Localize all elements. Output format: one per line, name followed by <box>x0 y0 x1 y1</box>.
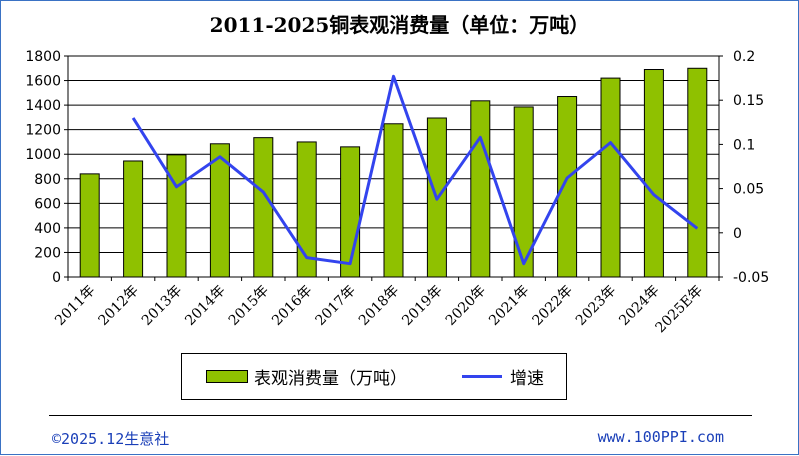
legend-label-consumption: 表观消费量（万吨） <box>254 369 407 389</box>
left-axis-tick-label: 1400 <box>25 98 61 114</box>
bar <box>296 141 317 278</box>
right-axis-tick-label: -0.05 <box>733 270 769 286</box>
left-axis: 0 200 400 600 800 1000 1200 1400 1600 1800 <box>25 49 68 286</box>
x-axis-tick-label: 2014年 <box>182 283 228 329</box>
bar <box>557 96 578 278</box>
left-axis-tick-label: 1600 <box>25 74 61 90</box>
footer-divider <box>49 415 752 416</box>
chart-title: 2011-2025铜表观消费量（单位：万吨） <box>209 13 590 37</box>
left-axis-tick-label: 1800 <box>25 49 61 65</box>
bar <box>513 106 534 278</box>
x-axis: 2011年2012年2013年2014年2015年2016年2017年2018年… <box>52 277 720 337</box>
right-axis-tick-label: 0.05 <box>733 182 764 198</box>
x-axis-tick-label: 2022年 <box>530 283 576 329</box>
left-axis-tick-label: 200 <box>34 245 61 261</box>
bar <box>253 137 274 278</box>
left-axis-tick-label: 0 <box>52 270 61 286</box>
x-axis-tick-label: 2016年 <box>269 283 315 329</box>
bar <box>123 160 144 278</box>
bar <box>687 67 708 278</box>
x-axis-tick-label: 2017年 <box>313 283 359 329</box>
bar <box>79 173 100 278</box>
legend-label-growth: 增速 <box>510 369 544 389</box>
x-axis-tick-label: 2011年 <box>52 283 98 329</box>
growth-line-layer <box>131 74 699 266</box>
right-axis-tick-label: 0 <box>733 226 742 242</box>
legend-swatch-bar <box>206 370 248 383</box>
bar <box>166 154 187 278</box>
x-axis-tick-label: 2012年 <box>96 283 142 329</box>
x-axis-tick-label: 2025E年 <box>652 283 706 337</box>
right-axis-tick-label: 0.1 <box>733 137 755 153</box>
x-axis-tick-label: 2020年 <box>443 283 489 329</box>
right-axis-tick-label: 0.2 <box>733 49 755 65</box>
footer-website: www.100PPI.com <box>597 428 724 446</box>
bar <box>643 69 664 278</box>
legend-swatch-line <box>462 375 502 378</box>
right-axis-tick-label: 0.15 <box>733 93 764 109</box>
x-axis-tick-label: 2023年 <box>573 283 619 329</box>
bar <box>209 143 230 278</box>
legend-item-growth: 增速 <box>462 354 544 399</box>
legend-item-consumption: 表观消费量（万吨） <box>206 354 407 399</box>
right-axis: -0.05 0 0.05 0.1 0.15 0.2 <box>719 49 769 286</box>
bar <box>383 123 404 278</box>
growth-line <box>131 74 699 266</box>
footer-copyright: ©2025.12生意社 <box>52 430 170 448</box>
x-axis-tick-label: 2013年 <box>139 283 185 329</box>
left-axis-tick-label: 1000 <box>25 147 61 163</box>
bar <box>470 100 491 278</box>
x-axis-tick-label: 2015年 <box>226 283 272 329</box>
left-axis-tick-label: 600 <box>34 196 61 212</box>
legend: 表观消费量（万吨） 增速 <box>181 353 567 400</box>
x-axis-tick-label: 2021年 <box>486 283 532 329</box>
x-axis-tick-label: 2018年 <box>356 283 402 329</box>
left-axis-tick-label: 800 <box>34 172 61 188</box>
bar <box>600 77 621 278</box>
left-axis-tick-label: 400 <box>34 221 61 237</box>
left-axis-tick-label: 1200 <box>25 123 61 139</box>
x-axis-tick-label: 2019年 <box>399 283 445 329</box>
bars <box>79 67 708 278</box>
